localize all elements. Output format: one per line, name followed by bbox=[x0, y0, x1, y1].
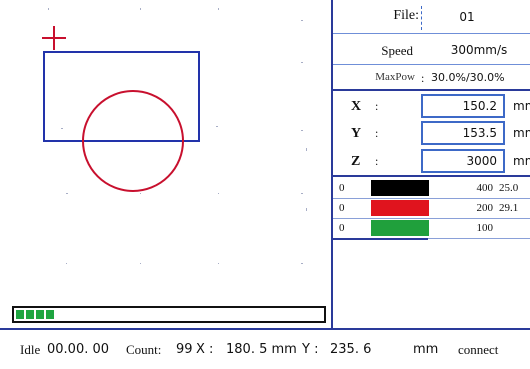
job-bounding-rect bbox=[43, 51, 200, 142]
coord-value-box[interactable]: 150.2 bbox=[421, 94, 505, 118]
file-label: File: bbox=[393, 8, 419, 23]
info-panel: File: 01 Speed 300mm/s MaxPow : 30.0%/30… bbox=[332, 0, 530, 328]
count-value: 99 bbox=[176, 342, 193, 357]
layer-power: 29.1 bbox=[499, 202, 519, 214]
layer-speed: 400 bbox=[476, 182, 494, 194]
x-pos-value: 180. 5 mm bbox=[226, 342, 297, 357]
connection-status[interactable]: connect bbox=[458, 342, 499, 357]
layer-row[interactable]: 0 400 25.0 bbox=[333, 178, 530, 199]
preview-panel bbox=[6, 0, 333, 328]
job-progress-fill bbox=[16, 310, 54, 319]
maxpow-row: MaxPow : 30.0%/30.0% bbox=[333, 66, 530, 88]
layer-number: 0 bbox=[339, 222, 345, 234]
layer-color-swatch bbox=[371, 220, 429, 236]
file-row: File: 01 bbox=[333, 4, 530, 30]
layer-speed: 100 bbox=[476, 222, 494, 234]
count-label: Count: bbox=[126, 342, 162, 357]
layer-speed: 200 bbox=[476, 202, 494, 214]
x-pos-label: X : bbox=[196, 342, 214, 357]
coord-value: 3000 bbox=[466, 154, 497, 168]
layer-number: 0 bbox=[339, 182, 345, 194]
coord-value: 153.5 bbox=[462, 126, 497, 140]
layer-power: 25.0 bbox=[499, 182, 519, 194]
coord-axis-label: Z bbox=[351, 154, 361, 169]
status-bar: Idle 00.00. 00 Count: 99 X : 180. 5 mm Y… bbox=[0, 328, 530, 369]
maxpow-value[interactable]: 30.0%/30.0% bbox=[431, 71, 505, 84]
maxpow-label: MaxPow bbox=[375, 71, 415, 83]
speed-value[interactable]: 300mm/s bbox=[450, 43, 508, 57]
coord-value-box[interactable]: 153.5 bbox=[421, 121, 505, 145]
coord-unit: mm bbox=[513, 126, 530, 140]
layer-color-swatch bbox=[371, 180, 429, 196]
machine-state: Idle bbox=[20, 342, 41, 357]
coord-unit: mm bbox=[513, 154, 530, 168]
layer-number: 0 bbox=[339, 202, 345, 214]
coord-row-z: Z:3000mm bbox=[333, 148, 530, 174]
speed-row: Speed 300mm/s bbox=[333, 36, 530, 62]
coord-row-x: X:150.2mm bbox=[333, 93, 530, 119]
speed-label: Speed bbox=[381, 43, 413, 58]
coord-unit: mm bbox=[513, 99, 530, 113]
layer-row[interactable]: 0 100 bbox=[333, 218, 530, 239]
pos-unit: mm bbox=[413, 342, 439, 357]
layer-color-swatch bbox=[371, 200, 429, 216]
y-pos-label: Y : bbox=[302, 342, 319, 357]
preview-canvas[interactable] bbox=[6, 8, 326, 303]
y-pos-value: 235. 6 bbox=[330, 342, 372, 357]
layer-row[interactable]: 0 200 29.1 bbox=[333, 198, 530, 219]
coord-row-y: Y:153.5mm bbox=[333, 120, 530, 146]
job-circle bbox=[82, 90, 184, 192]
file-value[interactable]: 01 bbox=[459, 10, 475, 24]
coord-value: 150.2 bbox=[462, 99, 497, 113]
coord-axis-label: Y bbox=[351, 126, 362, 141]
coord-value-box[interactable]: 3000 bbox=[421, 149, 505, 173]
job-progress-bar bbox=[12, 306, 326, 323]
elapsed-time: 00.00. 00 bbox=[47, 342, 110, 357]
coord-axis-label: X bbox=[351, 99, 362, 114]
